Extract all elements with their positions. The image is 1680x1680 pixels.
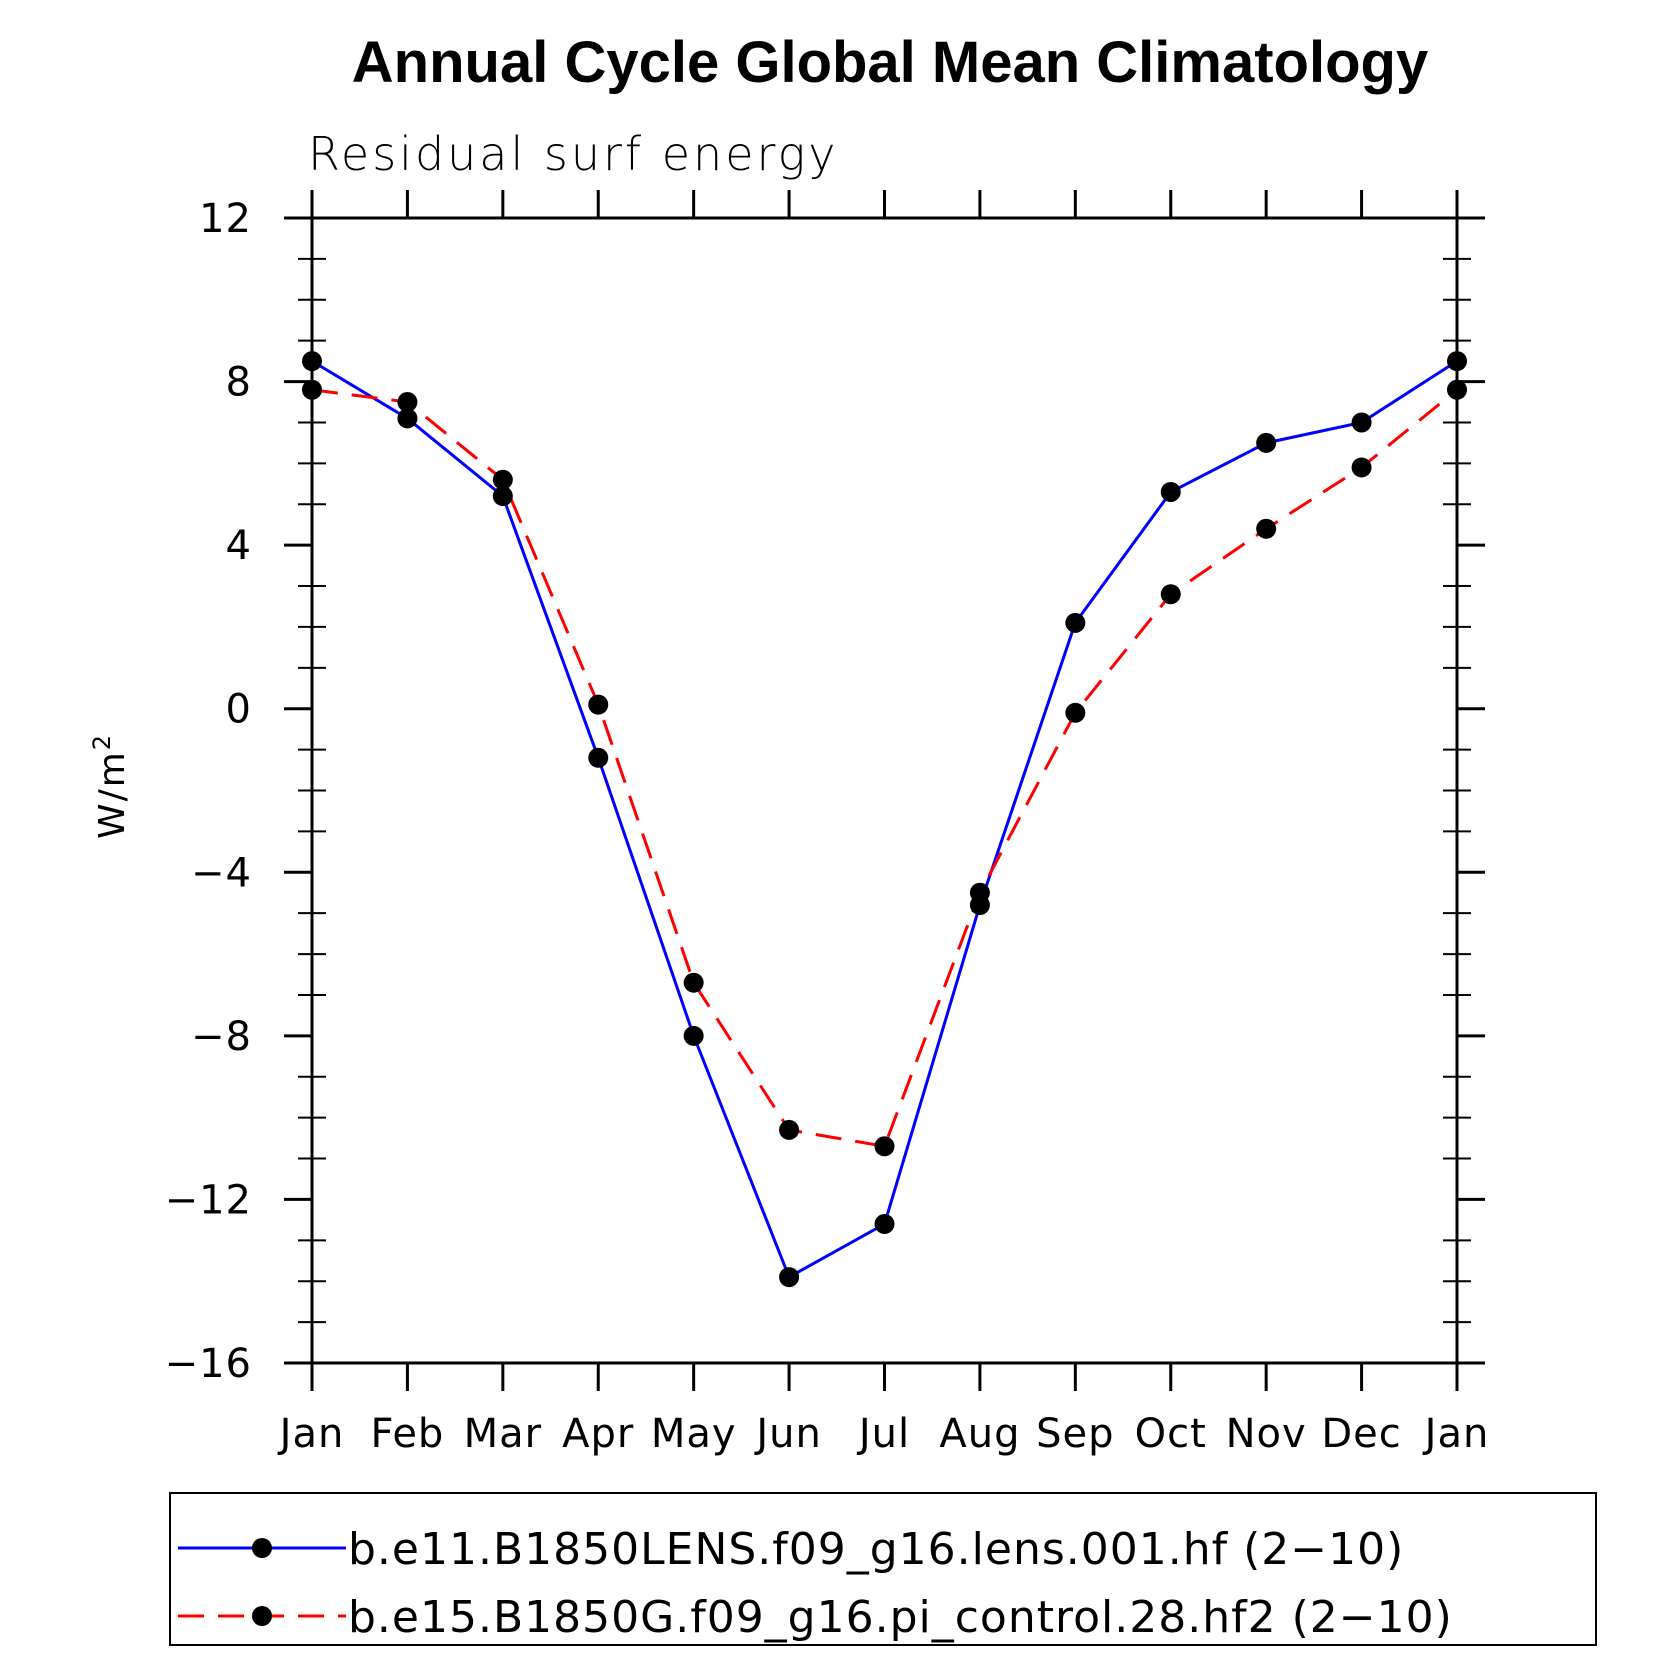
data-point-series-2 bbox=[874, 1136, 895, 1157]
svg-text:W/m2: W/m2 bbox=[88, 733, 133, 839]
x-tick-label: Dec bbox=[1321, 1411, 1401, 1457]
data-point-series-1 bbox=[683, 1025, 704, 1046]
y-tick-label: −12 bbox=[165, 1177, 252, 1223]
y-tick-label: 0 bbox=[226, 687, 252, 733]
y-tick-label: 12 bbox=[199, 196, 252, 242]
axis-ticks bbox=[284, 190, 1485, 1391]
y-axis-label: W/m2 bbox=[88, 733, 133, 839]
data-point-series-2 bbox=[397, 392, 418, 413]
legend-box bbox=[169, 1492, 1597, 1646]
data-point-series-2 bbox=[969, 882, 990, 903]
data-point-series-1 bbox=[1256, 432, 1277, 453]
x-tick-label: Nov bbox=[1226, 1411, 1307, 1457]
plot-frame bbox=[310, 216, 1459, 1365]
y-tick-label: 8 bbox=[226, 360, 252, 406]
series-line-2 bbox=[311, 388, 1458, 1148]
y-tick-label: −8 bbox=[191, 1014, 252, 1060]
data-point-series-2 bbox=[779, 1119, 800, 1140]
x-tick-label: Jan bbox=[1422, 1411, 1490, 1457]
data-point-series-1 bbox=[779, 1267, 800, 1288]
chart-subtitle: Residual surf energy bbox=[308, 127, 838, 181]
y-tick-label: −4 bbox=[191, 850, 252, 896]
x-tick-label: Feb bbox=[371, 1411, 445, 1457]
x-tick-label: Jan bbox=[277, 1411, 345, 1457]
x-tick-label: Oct bbox=[1135, 1411, 1207, 1457]
legend-swatch-marker bbox=[252, 1538, 272, 1558]
y-tick-label: −16 bbox=[165, 1341, 252, 1387]
y-axis-label-text: W/m bbox=[92, 750, 133, 839]
data-point-series-2 bbox=[1160, 584, 1181, 605]
x-tick-label: Jul bbox=[856, 1411, 910, 1457]
y-axis-label-superscript: 2 bbox=[88, 733, 116, 750]
legend-label-1: b.e11.B1850LENS.f09_g16.lens.001.hf (2−1… bbox=[348, 1524, 1404, 1575]
data-point-series-1 bbox=[1160, 481, 1181, 502]
x-tick-label: Jun bbox=[753, 1411, 822, 1457]
x-tick-label: May bbox=[651, 1411, 737, 1457]
legend-swatch-marker bbox=[252, 1606, 272, 1626]
data-point-series-1 bbox=[588, 747, 609, 768]
data-point-series-2 bbox=[683, 972, 704, 993]
legend: b.e11.B1850LENS.f09_g16.lens.001.hf (2−1… bbox=[169, 1492, 1597, 1646]
data-point-series-1 bbox=[397, 408, 418, 429]
x-tick-label: Aug bbox=[939, 1411, 1020, 1457]
data-point-series-2 bbox=[492, 469, 513, 490]
markers-layer bbox=[302, 351, 1467, 1288]
x-tick-label: Mar bbox=[464, 1411, 542, 1457]
x-tick-label: Sep bbox=[1036, 1411, 1114, 1457]
data-point-series-2 bbox=[1351, 457, 1372, 478]
tick-labels: Jan Feb Mar Apr May Jun Jul Aug Sep Oct Nov Dec Jan−… bbox=[165, 196, 1490, 1457]
data-point-series-1 bbox=[1351, 412, 1372, 433]
data-point-series-1 bbox=[492, 486, 513, 507]
data-point-series-1 bbox=[1065, 612, 1086, 633]
data-point-series-2 bbox=[1256, 518, 1277, 539]
data-point-series-2 bbox=[588, 694, 609, 715]
x-tick-label: Apr bbox=[562, 1411, 634, 1457]
y-tick-label: 4 bbox=[226, 523, 252, 569]
data-point-series-1 bbox=[874, 1213, 895, 1234]
data-point-series-2 bbox=[1065, 702, 1086, 723]
legend-label-2: b.e15.B1850G.f09_g16.pi_control.28.hf2 (… bbox=[348, 1592, 1453, 1643]
chart-title: Annual Cycle Global Mean Climatology bbox=[352, 30, 1428, 95]
